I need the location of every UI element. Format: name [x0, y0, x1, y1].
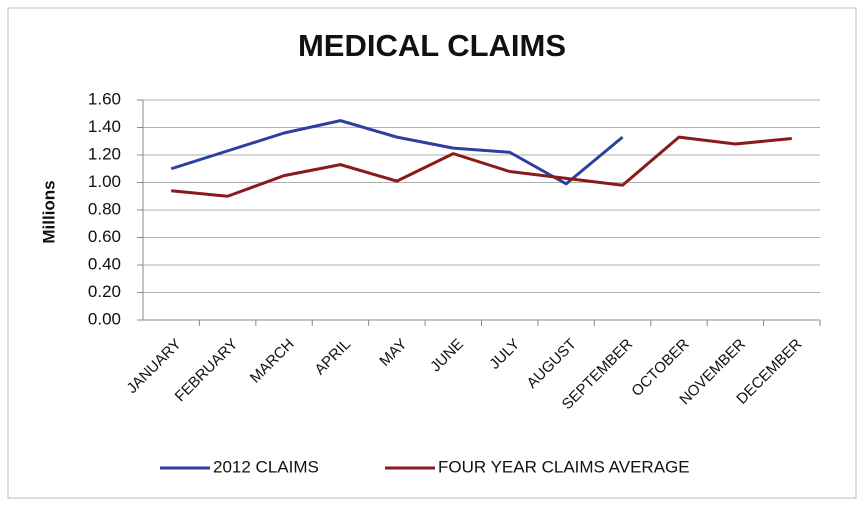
y-tick-label: 0.00	[88, 309, 121, 328]
y-tick-label: 1.20	[88, 144, 121, 163]
y-tick-label: 0.20	[88, 282, 121, 301]
y-tick-label: 1.60	[88, 89, 121, 108]
y-tick-label: 0.60	[88, 227, 121, 246]
series-line	[170, 119, 624, 186]
y-tick-label: 0.80	[88, 199, 121, 218]
y-tick-label: 1.00	[88, 172, 121, 191]
legend-label: FOUR YEAR CLAIMS AVERAGE	[438, 457, 690, 476]
series-line	[171, 135, 792, 198]
y-tick-label: 1.40	[88, 117, 121, 136]
chart-title: MEDICAL CLAIMS	[298, 28, 566, 63]
legend-label: 2012 CLAIMS	[213, 457, 319, 476]
chart-frame	[7, 7, 857, 499]
y-tick-label: 0.40	[88, 254, 121, 273]
y-axis-label: Millions	[39, 180, 58, 243]
